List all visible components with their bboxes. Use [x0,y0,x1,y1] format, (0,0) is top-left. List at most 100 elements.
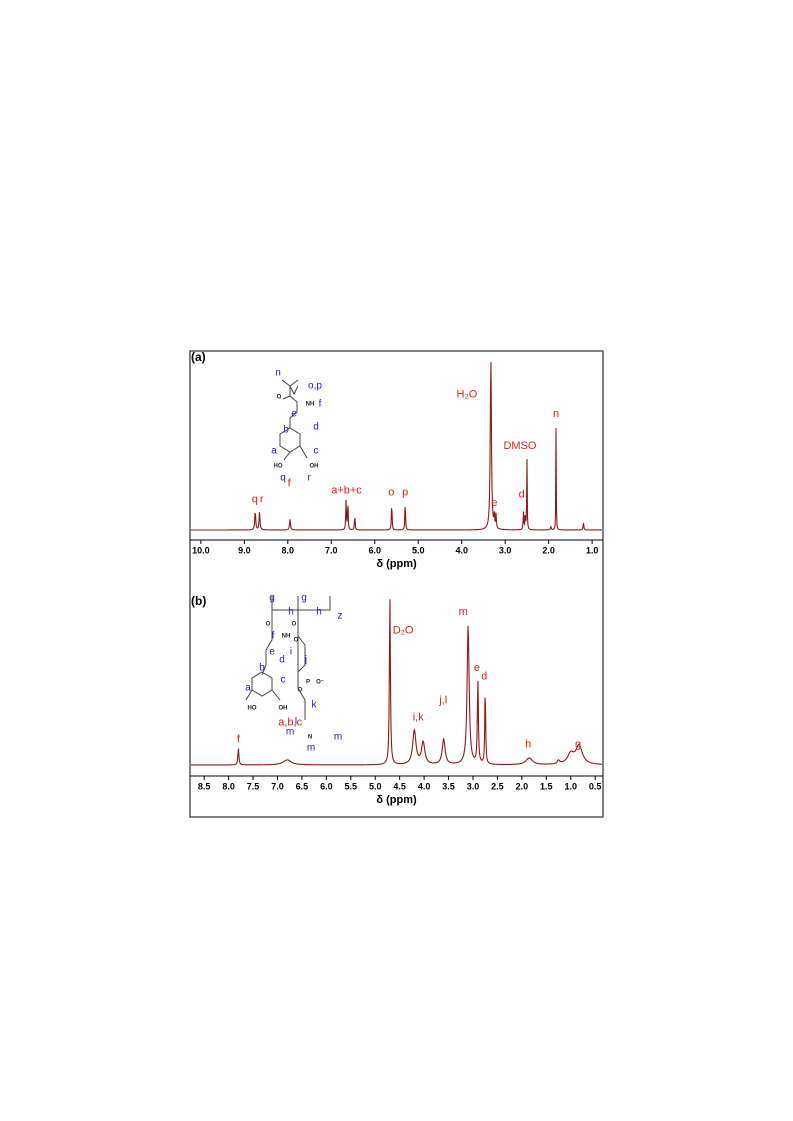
spectrum [191,362,602,531]
structure-label: q [280,473,286,484]
peak-label: j,l [438,694,447,706]
peak-label: D₂O [393,625,414,637]
spectrum [191,599,603,766]
peak-label: h [525,739,531,751]
structure-label: h [288,607,294,618]
peak-label: DMSO [503,440,536,452]
x-tick-label: 10.0 [192,545,210,555]
x-tick-label: 7.0 [325,545,338,555]
x-tick-label: 1.0 [586,545,599,555]
structure-label: o,p [308,381,322,392]
x-tick-label: 8.0 [282,545,295,555]
structure-b [245,596,331,720]
x-tick-label: 5.0 [412,545,425,555]
structure-label: d [313,422,319,433]
structure-label: g [301,593,307,604]
x-tick-label: 3.5 [442,781,455,791]
structure-label: OH [310,464,319,470]
x-axis-label: δ (ppm) [376,558,417,570]
peak-label: d [519,488,525,500]
structure-a [279,379,308,461]
peak-label: g [575,739,581,751]
panel-label: (a) [191,350,206,364]
structure-label: a [271,446,277,457]
x-tick-label: 4.0 [455,545,468,555]
peak-label: r [260,494,264,506]
x-tick-label: 7.0 [271,781,284,791]
structure-label: c [314,446,319,457]
structure-label: N [308,735,312,741]
x-tick-label: 6.0 [320,781,333,791]
x-tick-label: 2.5 [491,781,504,791]
panel-label: (b) [191,594,206,608]
peak-label: p [402,487,408,499]
x-tick-label: 8.0 [222,781,235,791]
x-tick-label: 1.5 [540,781,553,791]
structure-label: c [281,675,286,686]
structure-label: m [334,732,342,743]
structure-label: O [294,638,299,644]
structure-label: O⁻ [316,680,324,686]
structure-label: e [291,409,297,420]
structure-label: g [269,593,275,604]
peak-label: a,b,c [278,716,302,728]
x-tick-label: 2.0 [516,781,529,791]
peak-label: e [474,662,480,674]
peak-label: n [553,408,559,420]
x-axis-label: δ (ppm) [376,794,417,806]
structure-label: j [304,655,307,666]
x-tick-label: 6.0 [369,545,382,555]
structure-label: b [259,663,265,674]
structure-label: P [306,680,310,686]
peak-label: a+b+c [331,485,362,497]
x-tick-label: 4.0 [418,781,431,791]
structure-label: m [286,727,294,738]
x-tick-label: 7.5 [247,781,260,791]
structure-label: h [316,607,322,618]
peak-label: d [481,671,487,683]
peak-label: m [459,606,468,618]
structure-label: NH [306,402,315,408]
structure-label: k [312,700,318,711]
peak-label: f [237,733,241,745]
structure-label: O [298,688,303,694]
x-tick-label: 6.5 [296,781,309,791]
x-tick-label: 1.0 [564,781,577,791]
structure-label: m [307,743,315,754]
structure-label: f [272,631,275,642]
structure-label: n [275,368,281,379]
structure-label: r [307,473,311,484]
structure-label: OH [279,706,288,712]
structure-label: b [283,425,289,436]
x-tick-label: 5.5 [345,781,358,791]
structure-label: NH [282,634,291,640]
structure-label: HO [248,706,257,712]
peak-label: q [252,494,258,506]
structure-label: f [319,399,322,410]
structure-label: z [338,611,343,622]
x-tick-label: 4.5 [393,781,406,791]
x-tick-label: 2.0 [542,545,555,555]
structure-label: O [266,622,271,628]
peak-label: e [491,497,497,509]
peak-label: i,k [413,711,425,723]
structure-label: a [245,683,251,694]
x-tick-label: 3.0 [467,781,480,791]
structure-label: i [290,647,292,658]
x-tick-label: 0.5 [589,781,602,791]
structure-label: l [295,717,297,728]
peak-label: H₂O [457,389,478,401]
peak-label: o [388,487,394,499]
frame [189,350,604,818]
peak-label: f [288,478,292,490]
x-tick-label: 3.0 [499,545,512,555]
structure-label: O [292,622,297,628]
x-tick-label: 8.5 [198,781,211,791]
structure-label: O [277,395,282,401]
structure-label: d [279,655,285,666]
x-tick-label: 5.0 [369,781,382,791]
structure-label: e [269,647,275,658]
x-tick-label: 9.0 [238,545,251,555]
structure-label: HO [274,464,283,470]
